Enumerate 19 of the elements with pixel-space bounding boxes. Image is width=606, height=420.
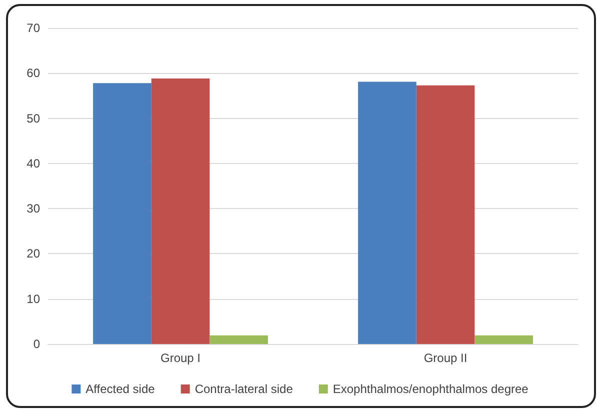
y-tick-label: 10 [26,292,40,306]
legend-label: Contra-lateral side [194,382,294,396]
y-tick-label: 40 [26,156,40,170]
y-tick-label: 30 [26,202,40,216]
bar [210,335,268,344]
bar [151,78,210,344]
legend-label: Exophthalmos/enophthalmos degree [332,382,529,396]
x-tick-label: Group II [424,351,468,365]
y-tick-label: 0 [33,337,40,351]
legend-label: Affected side [86,382,156,396]
bar [93,83,152,344]
x-tick-label: Group I [160,351,201,365]
bar [416,85,475,344]
bar [474,335,533,344]
y-tick-label: 50 [26,111,40,126]
y-tick-label: 60 [26,66,40,80]
y-tick-label: 20 [26,246,40,261]
y-tick-label: 70 [26,21,40,35]
bar [358,82,416,344]
